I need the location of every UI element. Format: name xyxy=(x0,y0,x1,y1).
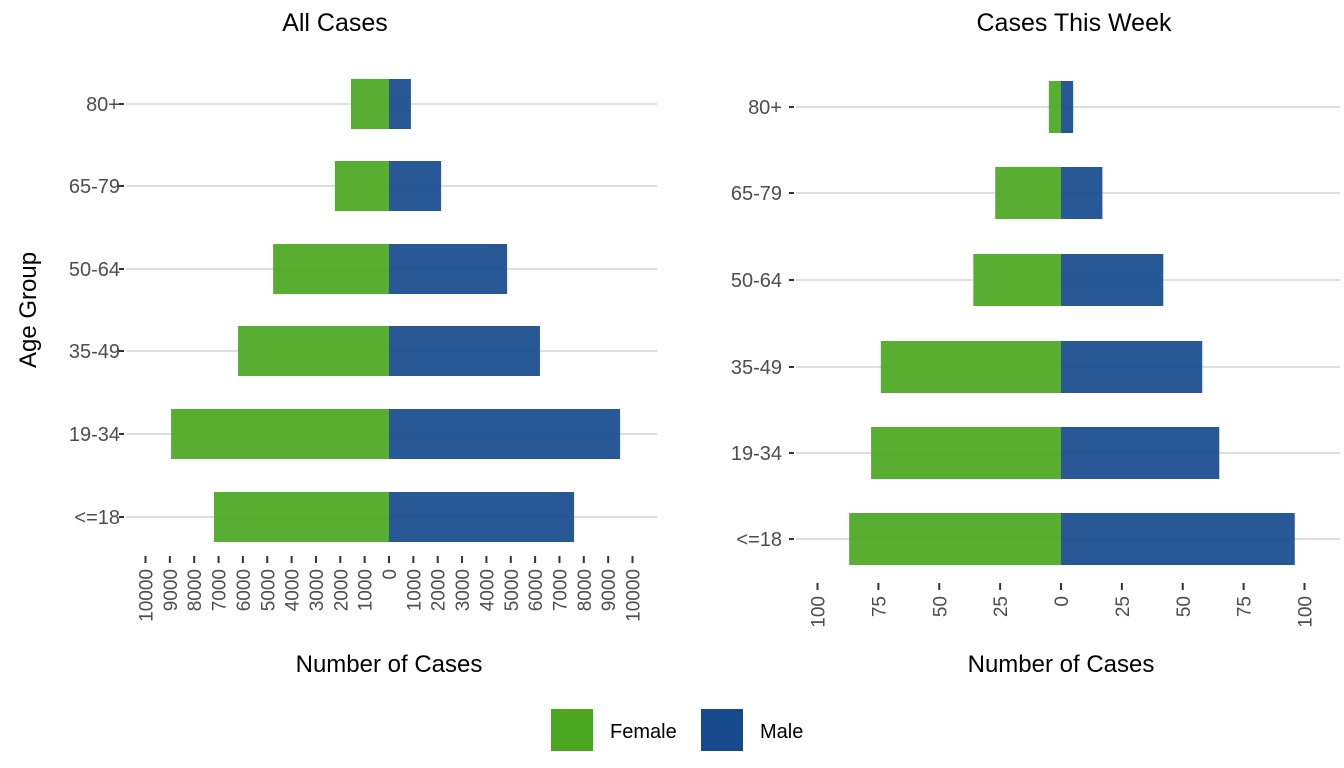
x-tick-label: 1000 xyxy=(356,569,377,611)
bar-female xyxy=(213,492,389,542)
x-tick-label: 75 xyxy=(869,596,890,617)
y-tick-label: 19-34 xyxy=(731,443,782,465)
bar-male xyxy=(389,161,442,211)
x-tick-label: 75 xyxy=(1235,596,1256,617)
x-tick-label: 4000 xyxy=(477,569,498,611)
x-axis-title-cases-this-week: Number of Cases xyxy=(968,651,1155,678)
x-tick-label: 9000 xyxy=(599,569,620,611)
x-ticks: 100 75 50 25 0 25 50 75 100 xyxy=(809,583,1317,628)
bar-male xyxy=(1061,167,1103,219)
bar-male xyxy=(1061,513,1295,565)
x-tick-label: 8000 xyxy=(575,569,596,611)
bar-female xyxy=(880,341,1061,393)
y-tick-label: 35-49 xyxy=(731,357,782,379)
chart-title-cases-this-week: Cases This Week xyxy=(977,9,1172,37)
legend-label-male: Male xyxy=(760,721,803,743)
x-tick-label: 50 xyxy=(1174,596,1195,617)
x-tick-label: 5000 xyxy=(502,569,523,611)
bar-female xyxy=(238,326,389,376)
y-tick-label: 65-79 xyxy=(731,183,782,205)
bar-female xyxy=(995,167,1061,219)
x-tick-label: 10000 xyxy=(624,569,645,622)
bar-male xyxy=(389,79,411,129)
x-ticks: 10000 9000 8000 7000 6000 5000 4000 3000 2000 100… xyxy=(137,556,645,622)
x-tick-label: 10000 xyxy=(137,569,158,622)
bar-female xyxy=(871,427,1061,479)
legend: Female Male xyxy=(551,709,803,751)
bars xyxy=(849,81,1295,565)
y-tick-label: 50-64 xyxy=(731,270,782,292)
x-tick-label: 3000 xyxy=(307,569,328,611)
y-tick-label: <=18 xyxy=(736,529,782,551)
y-tick-label: 35-49 xyxy=(69,341,120,363)
y-tick-label: 80+ xyxy=(748,97,782,119)
legend-label-female: Female xyxy=(610,721,677,743)
x-tick-label: 3000 xyxy=(453,569,474,611)
x-tick-label: 100 xyxy=(1296,596,1317,628)
x-tick-label: 0 xyxy=(1052,596,1073,607)
x-tick-label: 1000 xyxy=(404,569,425,611)
x-tick-label: 7000 xyxy=(550,569,571,611)
bar-male xyxy=(1061,81,1074,133)
x-tick-label: 25 xyxy=(1113,596,1134,617)
x-axis-title-all-cases: Number of Cases xyxy=(296,651,483,678)
y-axis-title: Age Group xyxy=(15,252,42,368)
bar-male xyxy=(389,409,621,459)
x-tick-label: 0 xyxy=(380,569,401,580)
y-tick-labels: 80+ 65-79 50-64 35-49 19-34 <=18 xyxy=(69,94,124,529)
bar-male xyxy=(1061,254,1164,306)
legend-swatch-male xyxy=(701,709,743,751)
x-tick-label: 8000 xyxy=(185,569,206,611)
y-tick-labels: 80+ 65-79 50-64 35-49 19-34 <=18 xyxy=(731,97,794,551)
chart-title-all-cases: All Cases xyxy=(282,9,388,37)
bar-female xyxy=(849,513,1061,565)
legend-swatch-female xyxy=(551,709,593,751)
y-tick-label: 50-64 xyxy=(69,259,120,281)
bar-male xyxy=(389,492,575,542)
bar-male xyxy=(389,326,540,376)
y-tick-label: 80+ xyxy=(86,94,120,116)
x-tick-label: 6000 xyxy=(234,569,255,611)
x-tick-label: 7000 xyxy=(210,569,231,611)
y-tick-label: <=18 xyxy=(74,507,120,529)
bar-female xyxy=(171,409,389,459)
x-tick-label: 6000 xyxy=(526,569,547,611)
bar-male xyxy=(1061,427,1220,479)
bar-female xyxy=(1048,81,1061,133)
bar-female xyxy=(973,254,1061,306)
bars xyxy=(171,79,621,542)
bar-female xyxy=(351,79,389,129)
x-tick-label: 100 xyxy=(809,596,830,628)
x-tick-label: 50 xyxy=(930,596,951,617)
x-tick-label: 9000 xyxy=(161,569,182,611)
x-tick-label: 4000 xyxy=(283,569,304,611)
bar-male xyxy=(1061,341,1203,393)
panel-all-cases: All Cases Age Group Number of Cases 80+ 6… xyxy=(15,9,657,678)
x-tick-label: 2000 xyxy=(429,569,450,611)
x-tick-label: 2000 xyxy=(331,569,352,611)
y-tick-label: 19-34 xyxy=(69,424,120,446)
y-tick-label: 65-79 xyxy=(69,176,120,198)
bar-male xyxy=(389,244,508,294)
panel-cases-this-week: Cases This Week Number of Cases 80+ 65-79… xyxy=(731,9,1340,678)
x-tick-label: 5000 xyxy=(258,569,279,611)
x-tick-label: 25 xyxy=(991,596,1012,617)
bar-female xyxy=(273,244,389,294)
bar-female xyxy=(334,161,389,211)
